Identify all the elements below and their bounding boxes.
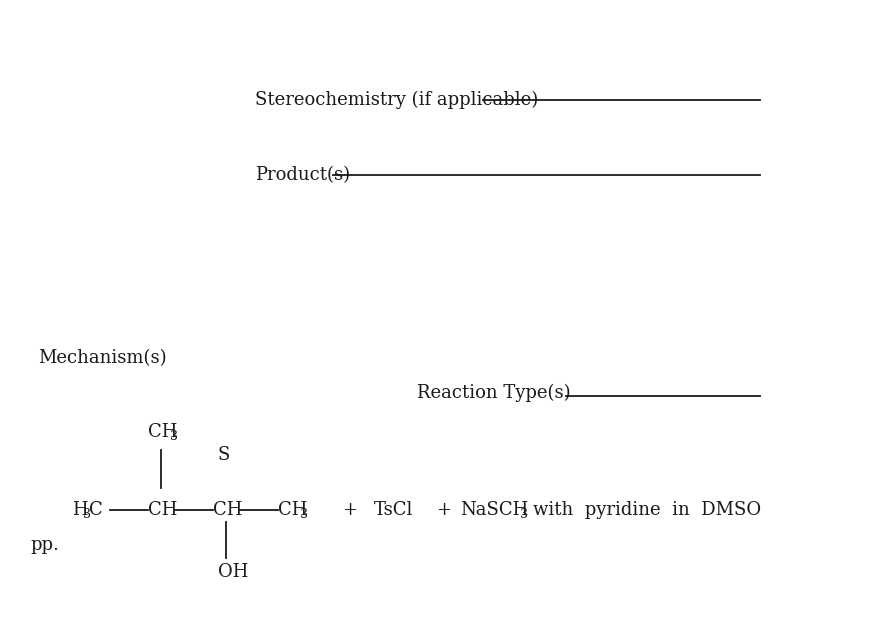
Text: with  pyridine  in  DMSO: with pyridine in DMSO <box>532 501 760 519</box>
Text: C: C <box>89 501 103 519</box>
Text: 3: 3 <box>83 508 91 521</box>
Text: 3: 3 <box>169 431 178 443</box>
Text: CH: CH <box>148 501 177 519</box>
Text: +: + <box>435 501 450 519</box>
Text: 3: 3 <box>520 508 528 521</box>
Text: OH: OH <box>218 563 248 581</box>
Text: Reaction Type(s): Reaction Type(s) <box>416 384 570 402</box>
Text: CH: CH <box>277 501 307 519</box>
Text: NaSCH: NaSCH <box>459 501 528 519</box>
Text: Mechanism(s): Mechanism(s) <box>38 349 167 367</box>
Text: TsCl: TsCl <box>373 501 413 519</box>
Text: pp.: pp. <box>30 536 59 554</box>
Text: +: + <box>342 501 356 519</box>
Text: S: S <box>218 446 230 464</box>
Text: CH: CH <box>212 501 242 519</box>
Text: Product(s): Product(s) <box>255 166 349 184</box>
Text: 3: 3 <box>299 508 307 521</box>
Text: Stereochemistry (if applicable): Stereochemistry (if applicable) <box>255 91 537 109</box>
Text: CH: CH <box>148 423 177 441</box>
Text: H: H <box>72 501 88 519</box>
